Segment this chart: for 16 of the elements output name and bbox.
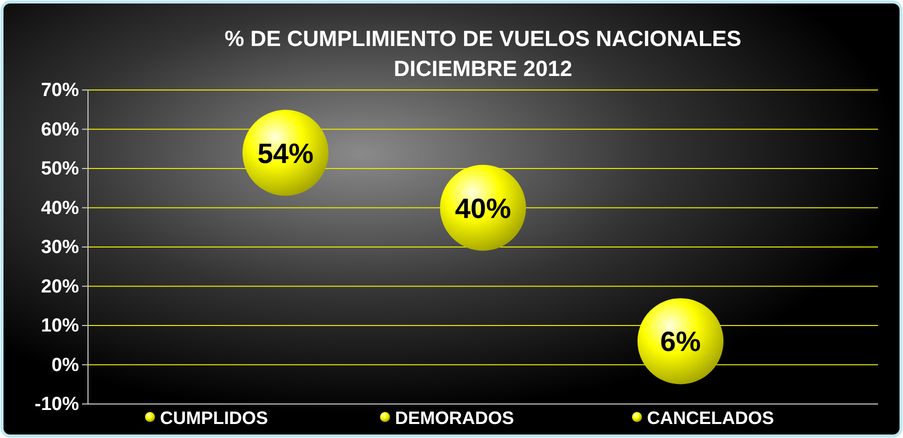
data-label: 40% — [454, 192, 512, 224]
legend-label: DEMORADOS — [395, 408, 514, 428]
chart-title: % DE CUMPLIMIENTO DE VUELOS NACIONALES DICIEMBRE 2012 — [224, 26, 742, 81]
y-tick-label: 70% — [40, 80, 80, 102]
data-label: 6% — [660, 326, 701, 358]
data-label: 54% — [257, 138, 314, 169]
y-tick-label: 40% — [40, 198, 80, 219]
legend-label: CANCELADOS — [647, 408, 774, 428]
legend-label: CUMPLIDOS — [160, 408, 268, 428]
y-tick-label: 60% — [40, 119, 80, 140]
y-tick-label: 20% — [40, 276, 80, 298]
y-tick-label: 50% — [40, 158, 80, 180]
y-tick-label: -10% — [34, 394, 80, 416]
y-tick-label: 0% — [52, 354, 80, 376]
y-tick-label: 30% — [40, 237, 80, 258]
y-tick-label: 10% — [40, 316, 80, 337]
